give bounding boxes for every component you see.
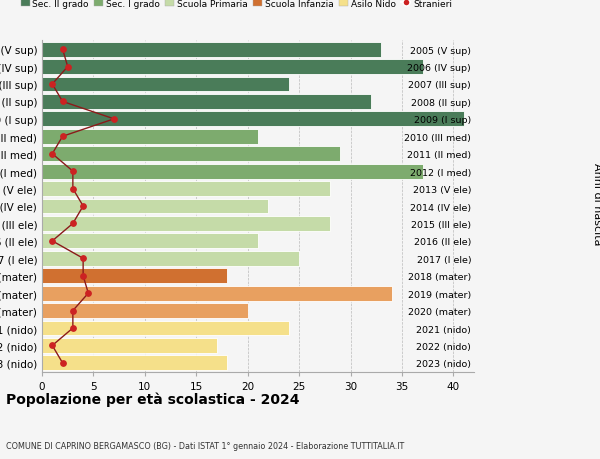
Bar — [42, 217, 330, 231]
Bar — [42, 234, 258, 249]
Bar — [42, 112, 464, 127]
Bar — [42, 338, 217, 353]
Bar — [42, 147, 340, 162]
Bar — [42, 303, 248, 318]
Point — [58, 133, 67, 140]
Point — [63, 64, 73, 71]
Point — [79, 273, 88, 280]
Bar — [42, 95, 371, 110]
Point — [47, 342, 57, 349]
Bar — [42, 356, 227, 370]
Bar — [42, 269, 227, 284]
Bar — [42, 60, 422, 75]
Text: Anni di nascita: Anni di nascita — [592, 163, 600, 246]
Bar — [42, 199, 268, 214]
Bar — [42, 182, 330, 196]
Bar — [42, 252, 299, 266]
Bar — [42, 78, 289, 92]
Point — [68, 168, 77, 175]
Point — [79, 255, 88, 263]
Point — [47, 238, 57, 245]
Bar — [42, 43, 382, 57]
Bar — [42, 286, 392, 301]
Bar — [42, 321, 289, 336]
Text: Popolazione per età scolastica - 2024: Popolazione per età scolastica - 2024 — [6, 392, 299, 406]
Point — [68, 307, 77, 314]
Point — [109, 116, 119, 123]
Bar — [42, 164, 422, 179]
Point — [68, 220, 77, 228]
Point — [83, 290, 93, 297]
Text: COMUNE DI CAPRINO BERGAMASCO (BG) - Dati ISTAT 1° gennaio 2024 - Elaborazione TU: COMUNE DI CAPRINO BERGAMASCO (BG) - Dati… — [6, 441, 404, 450]
Point — [58, 99, 67, 106]
Point — [47, 151, 57, 158]
Point — [68, 325, 77, 332]
Point — [47, 81, 57, 89]
Bar — [42, 129, 258, 145]
Legend: Sec. II grado, Sec. I grado, Scuola Primaria, Scuola Infanzia, Asilo Nido, Stran: Sec. II grado, Sec. I grado, Scuola Prim… — [20, 0, 452, 9]
Point — [58, 46, 67, 54]
Point — [58, 359, 67, 367]
Point — [68, 185, 77, 193]
Point — [79, 203, 88, 210]
